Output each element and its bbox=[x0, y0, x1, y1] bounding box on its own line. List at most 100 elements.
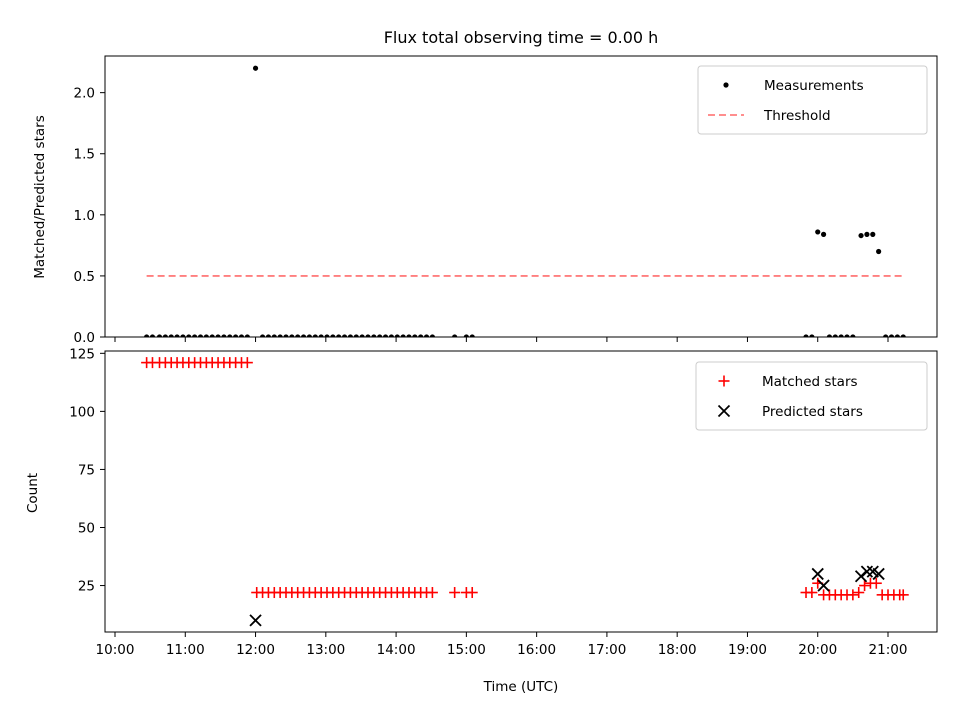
measurement-point bbox=[180, 334, 186, 337]
legend-label: Matched stars bbox=[762, 374, 858, 390]
bottom-xtick-label: 20:00 bbox=[798, 642, 837, 658]
top-panel: Flux total observing time = 0.00 h Match… bbox=[32, 28, 938, 346]
measurement-point bbox=[149, 334, 156, 337]
measurement-point bbox=[452, 334, 458, 337]
measurement-point bbox=[347, 334, 354, 337]
measurement-point bbox=[197, 334, 204, 337]
bottom-legend-box bbox=[695, 361, 928, 431]
measurement-point bbox=[809, 334, 815, 337]
measurement-point bbox=[300, 334, 307, 337]
measurement-point bbox=[289, 334, 295, 337]
measurement-point bbox=[463, 334, 469, 337]
bottom-axis-ticks: 25 50 75 100 125 10:00 11:00 12:00 13:00 14:00 15:… bbox=[69, 346, 907, 658]
top-legend-box bbox=[697, 65, 928, 135]
measurement-point bbox=[168, 334, 174, 337]
measurement-point bbox=[412, 334, 418, 337]
bottom-xtick-label: 14:00 bbox=[377, 642, 416, 658]
matched-star-point bbox=[241, 357, 253, 369]
measurement-point bbox=[238, 334, 245, 337]
measurement-point bbox=[429, 334, 435, 337]
measurement-point bbox=[365, 334, 371, 337]
bottom-xtick-label: 19:00 bbox=[728, 642, 767, 658]
bottom-xtick-label: 13:00 bbox=[306, 642, 345, 658]
measurement-point bbox=[162, 334, 168, 337]
measurement-point bbox=[870, 231, 876, 237]
top-chart-title: Flux total observing time = 0.00 h bbox=[384, 28, 659, 47]
measurement-point bbox=[353, 334, 359, 337]
bottom-xtick-label: 11:00 bbox=[166, 642, 205, 658]
measurement-point bbox=[341, 334, 348, 337]
legend-plus-swatch bbox=[718, 375, 730, 387]
bottom-xtick-label: 18:00 bbox=[658, 642, 697, 658]
predicted-star-point bbox=[872, 567, 885, 581]
bottom-xtick-label: 16:00 bbox=[517, 642, 556, 658]
legend-dot-swatch bbox=[723, 82, 729, 88]
measurement-point bbox=[312, 334, 318, 337]
measurement-point bbox=[209, 334, 215, 337]
measurement-point bbox=[318, 334, 324, 337]
bottom-xtick-label: 15:00 bbox=[447, 642, 486, 658]
measurement-point bbox=[336, 334, 342, 337]
measurement-point bbox=[418, 334, 424, 337]
measurement-point bbox=[227, 334, 233, 337]
measurement-point bbox=[186, 334, 192, 337]
measurement-point bbox=[900, 334, 906, 337]
measurement-point bbox=[400, 334, 406, 337]
measurement-point bbox=[894, 334, 900, 337]
measurement-point bbox=[423, 334, 430, 337]
measurement-point bbox=[295, 334, 301, 337]
measurement-point bbox=[469, 334, 475, 337]
bottom-xtick-label: 12:00 bbox=[236, 642, 275, 658]
legend-label: Threshold bbox=[763, 108, 831, 124]
measurement-point bbox=[858, 232, 864, 239]
measurement-point bbox=[252, 65, 259, 71]
measurement-point bbox=[844, 334, 850, 337]
measurement-point bbox=[382, 334, 389, 337]
top-ytick-label: 0.5 bbox=[74, 269, 95, 285]
measurement-point bbox=[324, 334, 330, 337]
predicted-star-point bbox=[811, 567, 824, 581]
bottom-axes-frame bbox=[104, 350, 938, 633]
predicted-star-point bbox=[860, 565, 874, 578]
matched-star-point bbox=[806, 587, 818, 599]
legend-x-swatch bbox=[717, 404, 731, 418]
bottom-x-axis-label: Time (UTC) bbox=[483, 679, 559, 695]
measurement-point bbox=[215, 334, 221, 337]
measurement-point bbox=[271, 334, 277, 337]
measurement-point bbox=[815, 229, 821, 235]
measurement-point bbox=[192, 334, 198, 337]
matched-star-point bbox=[426, 587, 438, 599]
top-ytick-label: 0.0 bbox=[74, 330, 95, 346]
measurement-point bbox=[406, 334, 412, 337]
matched-star-point bbox=[466, 587, 478, 599]
measurement-point bbox=[203, 334, 209, 337]
top-axis-ticks: 0.0 0.5 1.0 1.5 2.0 bbox=[74, 86, 889, 346]
measurement-point bbox=[377, 334, 383, 337]
measurement-point bbox=[388, 334, 395, 337]
measurement-point bbox=[371, 334, 377, 337]
top-y-axis-label: Matched/Predicted stars bbox=[32, 115, 48, 278]
bottom-ytick-label: 125 bbox=[69, 346, 95, 362]
measurement-point bbox=[826, 334, 833, 337]
matched-star-point bbox=[853, 587, 865, 599]
top-ytick-label: 1.0 bbox=[74, 208, 95, 224]
bottom-panel: Count Time (UTC) 25 50 75 100 125 10:00 11:00 1… bbox=[25, 346, 938, 695]
top-ytick-label: 1.5 bbox=[74, 147, 95, 163]
measurement-point bbox=[864, 231, 870, 237]
measurement-point bbox=[850, 334, 856, 337]
matched-star-point bbox=[847, 589, 859, 601]
bottom-xtick-label: 21:00 bbox=[869, 642, 908, 658]
top-ytick-label: 2.0 bbox=[74, 86, 95, 102]
predicted-star-point bbox=[249, 614, 262, 627]
measurement-point bbox=[876, 248, 882, 255]
legend-label: Measurements bbox=[764, 78, 864, 94]
measurement-point bbox=[359, 334, 365, 337]
measurement-point bbox=[259, 334, 266, 337]
measurement-point bbox=[820, 231, 827, 237]
measurement-point bbox=[330, 334, 336, 337]
matched-star-point bbox=[870, 577, 882, 589]
measurement-point bbox=[283, 334, 289, 337]
measurement-point bbox=[394, 334, 400, 337]
measurement-point bbox=[803, 334, 809, 337]
